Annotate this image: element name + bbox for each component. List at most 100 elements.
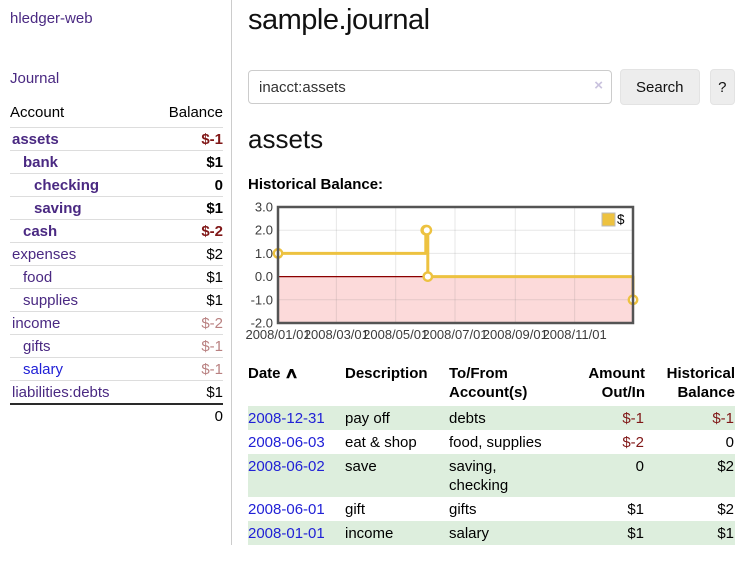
x-tick-label: 2008/09/01 — [483, 327, 548, 342]
transaction-description: gift — [345, 500, 366, 518]
sidebar-account-link[interactable]: food — [23, 268, 53, 286]
brand-link[interactable]: hledger-web — [10, 10, 93, 27]
transaction-description: income — [345, 524, 394, 542]
sidebar-item-journal[interactable]: Journal — [10, 70, 60, 87]
y-tick-label: 3.0 — [255, 200, 273, 215]
account-balance: $1 — [147, 196, 223, 220]
register-header-row: Date ∧ Description To/From Account(s) Amou… — [248, 363, 735, 406]
col-date[interactable]: Date ∧ — [248, 365, 299, 382]
transaction-amount: $1 — [627, 524, 644, 542]
search-form: × Search ? — [248, 69, 735, 105]
col-description[interactable]: Description — [345, 365, 428, 382]
plot-border — [276, 205, 635, 325]
sidebar-account-row: salary $-1 — [10, 357, 223, 381]
sidebar-accounts-table: Account Balance assets $-1 bank $1 checking 0… — [10, 100, 223, 427]
sidebar-account-link[interactable]: liabilities:debts — [12, 383, 110, 401]
sidebar-account-link[interactable]: bank — [23, 153, 59, 171]
sidebar-account-row: expenses $2 — [10, 242, 223, 266]
transaction-date-link[interactable]: 2008-12-31 — [248, 409, 325, 427]
transaction-row[interactable]: 2008-06-01 gift gifts $1 $2 — [248, 497, 735, 521]
transaction-description: save — [345, 457, 377, 475]
col-balance[interactable]: Historical Balance — [666, 365, 735, 401]
page-title: sample.journal — [248, 4, 430, 36]
y-tick-label: 1.0 — [255, 246, 273, 261]
chart-title: Historical Balance: — [248, 176, 384, 193]
y-tick-label: 0.0 — [255, 269, 273, 284]
search-input[interactable] — [248, 70, 612, 104]
y-tick-label: -1.0 — [251, 292, 273, 307]
account-balance: $2 — [147, 242, 223, 266]
main-content: sample.journal × Search ? assets Histori… — [232, 0, 742, 545]
account-balance: $-1 — [201, 130, 223, 148]
sidebar-account-link[interactable]: checking — [34, 176, 100, 194]
transaction-accounts: debts — [449, 409, 486, 427]
y-tick-label: 2.0 — [255, 223, 273, 238]
transaction-date-link[interactable]: 2008-01-01 — [248, 524, 325, 542]
transaction-balance: $2 — [717, 457, 734, 475]
transaction-accounts: saving, checking — [449, 457, 509, 494]
sidebar-account-link[interactable]: gifts — [23, 337, 51, 355]
transaction-amount: $-1 — [622, 409, 644, 427]
search-button[interactable]: Search — [620, 69, 700, 105]
transaction-date-link[interactable]: 2008-06-01 — [248, 500, 325, 518]
legend-label: $ — [617, 212, 625, 227]
legend-swatch — [601, 212, 616, 227]
sidebar-account-row: gifts $-1 — [10, 334, 223, 358]
y-tick-label: -2.0 — [251, 316, 273, 331]
transaction-row[interactable]: 2008-12-31 pay off debts $-1 $-1 — [248, 406, 735, 430]
account-balance: $1 — [147, 150, 223, 174]
sidebar-account-row: supplies $1 — [10, 288, 223, 312]
transaction-row[interactable]: 2008-06-03 eat & shop food, supplies $-2 0 — [248, 430, 735, 454]
x-tick-label: 2008/07/01 — [422, 327, 487, 342]
clear-search-icon[interactable]: × — [594, 77, 603, 94]
transaction-balance: $2 — [717, 500, 734, 518]
x-tick-label: 2008/03/01 — [304, 327, 369, 342]
register-table: Date ∧ Description To/From Account(s) Amou… — [248, 363, 735, 545]
sidebar-account-row: saving $1 — [10, 196, 223, 220]
account-heading: assets — [248, 124, 324, 154]
search-help-button[interactable]: ? — [709, 69, 735, 105]
transaction-row[interactable]: 2008-06-02 save saving, checking 0 $2 — [248, 454, 735, 497]
sidebar-col-account: Account — [10, 100, 148, 128]
sidebar-account-link[interactable]: saving — [34, 199, 82, 217]
transaction-balance: $-1 — [712, 409, 734, 427]
account-balance: $1 — [147, 380, 223, 404]
sidebar-account-row: liabilities:debts $1 — [10, 380, 223, 404]
historical-balance-chart[interactable]: $3.0 2.0 1.0 0.0 -1.0 -2.0 2008/01/01 2008/03/0… — [245, 200, 735, 346]
col-amount[interactable]: Amount Out/In — [588, 365, 645, 401]
transaction-row[interactable]: 2008-01-01 income salary $1 $1 — [248, 521, 735, 545]
sidebar-account-row: checking 0 — [10, 173, 223, 197]
sidebar-account-link[interactable]: cash — [23, 222, 58, 240]
data-point-marker — [421, 224, 433, 236]
transaction-date-link[interactable]: 2008-06-03 — [248, 433, 325, 451]
account-balance: $-2 — [147, 219, 223, 243]
transaction-amount: 0 — [635, 457, 644, 475]
sidebar-account-link[interactable]: income — [12, 314, 61, 332]
sidebar-account-link[interactable]: expenses — [12, 245, 77, 263]
transaction-description: pay off — [345, 409, 390, 427]
x-tick-label: 2008/01/01 — [245, 327, 310, 342]
sidebar-account-link[interactable]: assets — [12, 130, 59, 148]
sidebar-total-balance: 0 — [147, 403, 223, 427]
sidebar-account-link[interactable]: supplies — [23, 291, 79, 309]
account-balance: $-1 — [147, 357, 223, 381]
account-balance: $1 — [147, 265, 223, 289]
transaction-date-link[interactable]: 2008-06-02 — [248, 457, 325, 475]
sidebar-account-row: food $1 — [10, 265, 223, 289]
sidebar-account-row: income $-2 — [10, 311, 223, 335]
transaction-amount: $-2 — [622, 433, 644, 451]
sort-asc-icon: ∧ — [283, 365, 299, 382]
transaction-accounts: gifts — [449, 500, 477, 518]
account-balance: $-2 — [147, 311, 223, 335]
transaction-accounts: salary — [449, 524, 490, 542]
negative-region — [278, 276, 633, 323]
data-point-marker — [422, 271, 434, 283]
sidebar-account-link[interactable]: salary — [23, 360, 64, 378]
sidebar-total-row: 0 — [10, 403, 223, 427]
x-tick-label: 2008/11/01 — [543, 327, 607, 342]
transaction-balance: $1 — [717, 524, 734, 542]
account-balance: $-1 — [147, 334, 223, 358]
col-accounts[interactable]: To/From Account(s) — [449, 365, 528, 401]
sidebar-account-row: assets $-1 — [10, 128, 223, 151]
account-balance: $1 — [147, 288, 223, 312]
